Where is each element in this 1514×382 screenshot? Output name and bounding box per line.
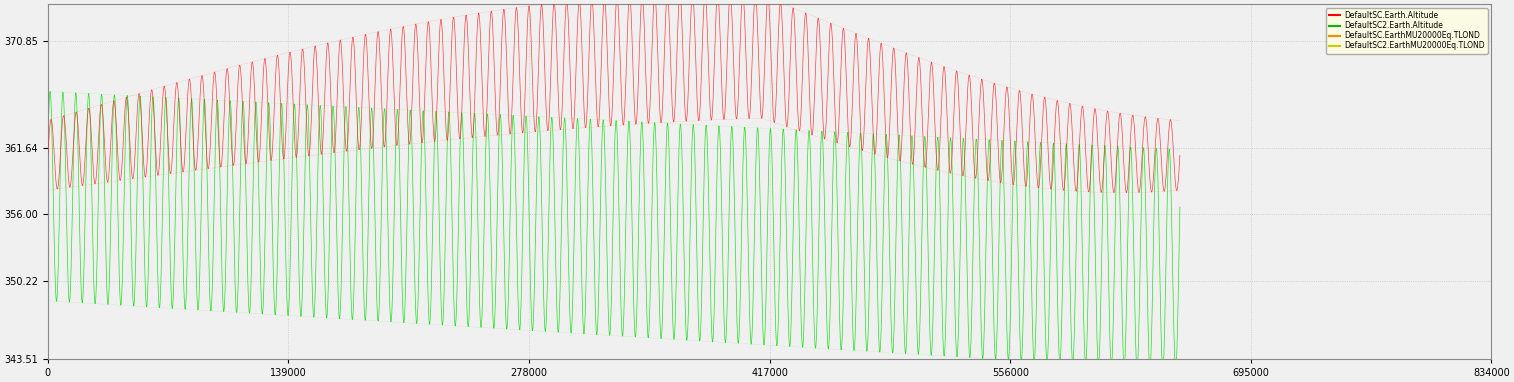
Legend: DefaultSC.Earth.Altitude, DefaultSC2.Earth.Altitude, DefaultSC.EarthMU20000Eq.TL: DefaultSC.Earth.Altitude, DefaultSC2.Ear… bbox=[1326, 8, 1488, 53]
